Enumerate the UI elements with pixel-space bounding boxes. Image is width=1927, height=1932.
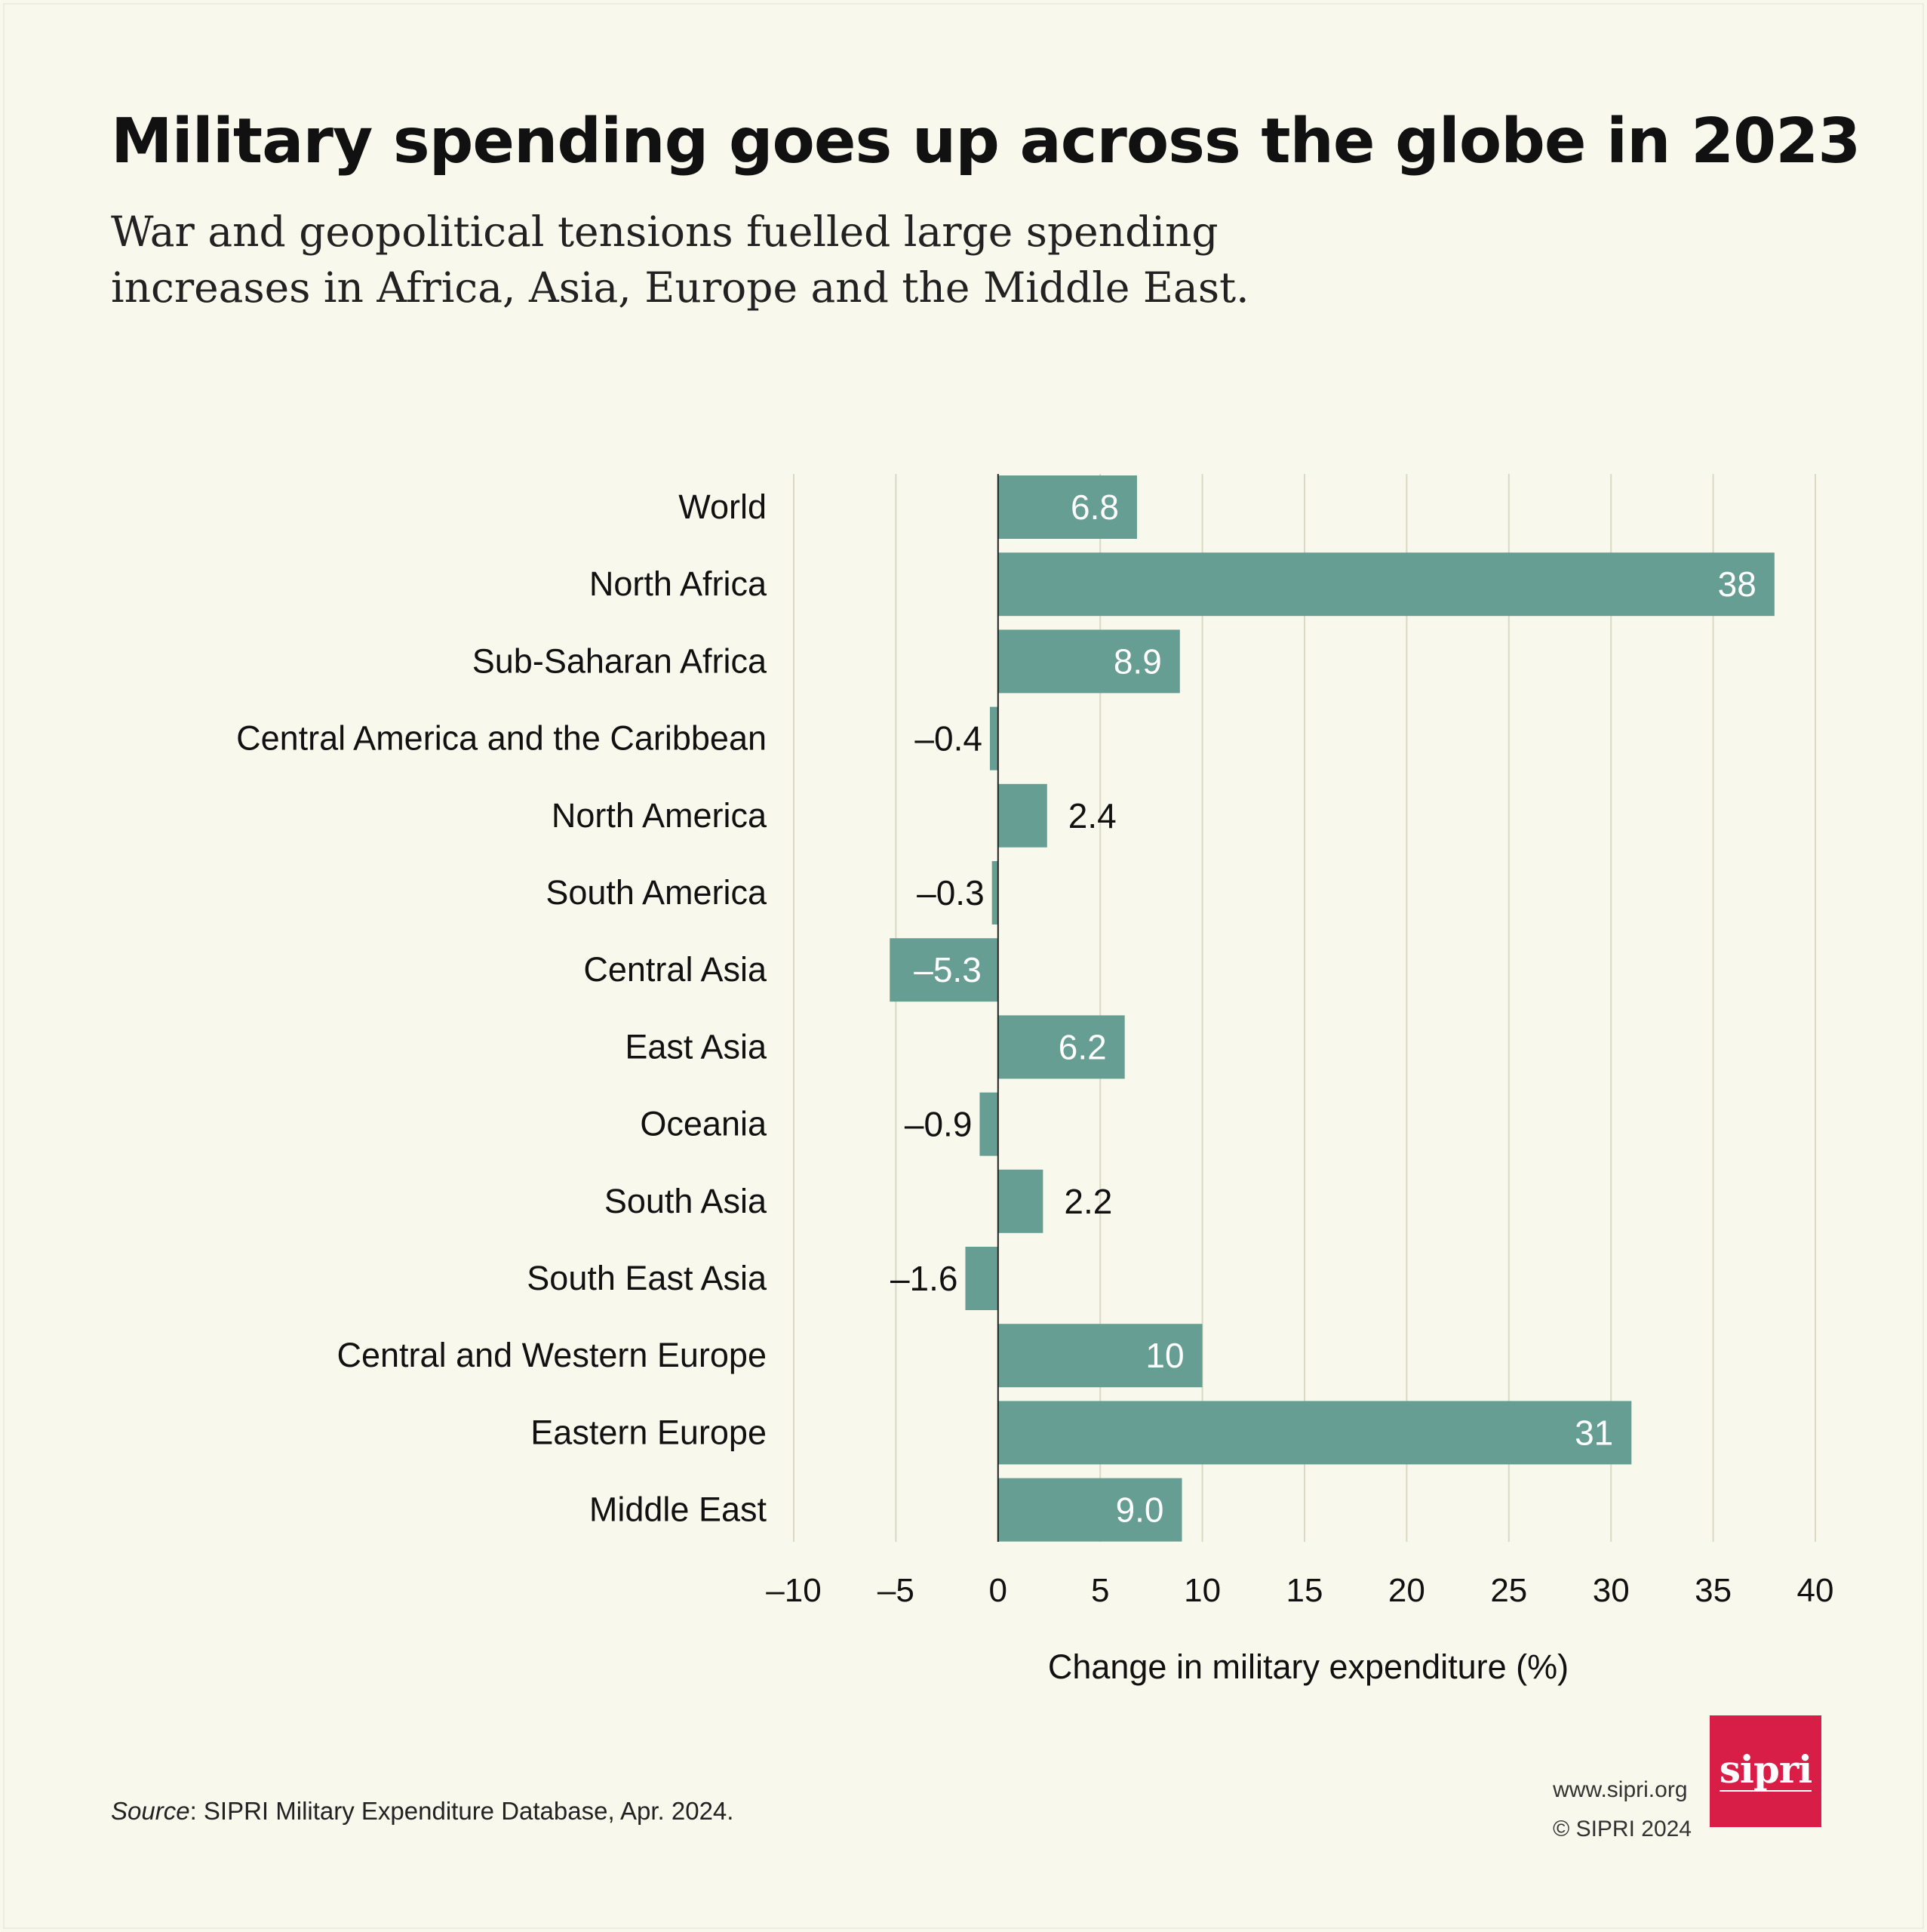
data-label: –5.3 <box>914 950 982 989</box>
category-label: World <box>678 488 767 526</box>
bar <box>997 1401 1632 1465</box>
bar <box>965 1247 998 1310</box>
x-tick-label: 15 <box>1286 1572 1323 1609</box>
data-label: 2.4 <box>1068 796 1117 835</box>
x-tick-label: 40 <box>1797 1572 1834 1609</box>
category-label: Sub-Saharan Africa <box>472 641 767 680</box>
category-label: Middle East <box>589 1491 767 1529</box>
x-tick-label: 25 <box>1490 1572 1527 1609</box>
x-tick-label: 20 <box>1388 1572 1425 1609</box>
data-label: 10 <box>1145 1336 1184 1375</box>
category-label: North Africa <box>589 565 767 603</box>
x-tick-label: 30 <box>1593 1572 1630 1609</box>
category-label: Central America and the Caribbean <box>236 719 767 758</box>
data-label: –0.9 <box>905 1105 973 1144</box>
bar <box>997 1015 1125 1079</box>
x-tick-label: 0 <box>989 1572 1007 1609</box>
copyright-text: © SIPRI 2024 <box>1553 1817 1692 1841</box>
bar <box>890 938 998 1002</box>
data-label: –1.6 <box>890 1259 958 1298</box>
category-label: Eastern Europe <box>530 1413 767 1451</box>
bar <box>997 1478 1182 1542</box>
data-label: 38 <box>1718 565 1756 604</box>
bar <box>997 1324 1203 1388</box>
x-tick-label: –5 <box>877 1572 914 1609</box>
data-label: –0.4 <box>914 719 982 758</box>
data-label: 9.0 <box>1116 1491 1164 1530</box>
credits: www.sipri.org © SIPRI 2024 <box>1553 1770 1692 1849</box>
x-tick-label: 35 <box>1695 1572 1732 1609</box>
source-note: Source: SIPRI Military Expenditure Datab… <box>111 1797 733 1826</box>
x-tick-label: 5 <box>1091 1572 1109 1609</box>
x-tick-label: –10 <box>766 1572 821 1609</box>
bar <box>991 861 998 924</box>
data-label: 31 <box>1575 1413 1613 1452</box>
bar <box>989 706 998 771</box>
sipri-logo-text: sipri <box>1719 1747 1812 1792</box>
category-label: South Asia <box>604 1182 767 1220</box>
x-axis-label: Change in military expenditure (%) <box>1048 1647 1569 1686</box>
data-label: –0.3 <box>917 873 985 912</box>
category-label: North America <box>552 796 767 835</box>
bar <box>997 475 1137 539</box>
chart-subtitle: War and geopolitical tensions fuelled la… <box>111 208 1249 312</box>
category-label: Oceania <box>640 1105 767 1143</box>
chart-title: Military spending goes up across the glo… <box>111 106 1861 177</box>
data-label: 6.2 <box>1059 1027 1107 1066</box>
sipri-logo: sipri <box>1710 1715 1821 1827</box>
category-label: East Asia <box>625 1027 767 1066</box>
source-label: Source <box>111 1797 190 1825</box>
bar <box>997 552 1775 617</box>
bar <box>997 1169 1043 1233</box>
category-label: Central and Western Europe <box>337 1336 767 1374</box>
category-label: South America <box>546 873 767 912</box>
website-link[interactable]: www.sipri.org <box>1553 1777 1688 1802</box>
bar-chart: –10 –5 0 5 10 15 20 25 30 35 40 World 6.8 North Afric… <box>236 474 1834 1686</box>
x-tick-label: 10 <box>1184 1572 1221 1609</box>
data-label: 6.8 <box>1071 488 1119 527</box>
data-label: 8.9 <box>1114 641 1162 681</box>
data-label: 2.2 <box>1064 1182 1112 1221</box>
bar <box>997 783 1047 848</box>
bar <box>997 629 1180 694</box>
category-label: South East Asia <box>527 1259 767 1297</box>
bar <box>979 1092 998 1156</box>
source-text: : SIPRI Military Expenditure Database, A… <box>189 1797 734 1825</box>
category-label: Central Asia <box>583 950 767 989</box>
